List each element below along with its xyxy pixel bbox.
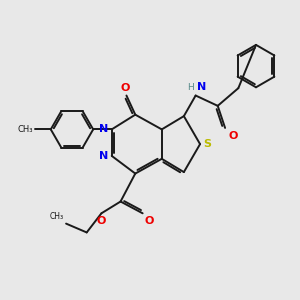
Text: O: O xyxy=(228,131,237,141)
Text: O: O xyxy=(144,216,154,226)
Text: O: O xyxy=(120,82,130,93)
Text: H: H xyxy=(188,83,194,92)
Text: N: N xyxy=(99,124,108,134)
Text: N: N xyxy=(197,82,206,92)
Text: O: O xyxy=(96,216,106,226)
Text: CH₃: CH₃ xyxy=(50,212,64,221)
Text: N: N xyxy=(99,151,108,161)
Text: CH₃: CH₃ xyxy=(18,125,33,134)
Text: S: S xyxy=(204,139,212,149)
